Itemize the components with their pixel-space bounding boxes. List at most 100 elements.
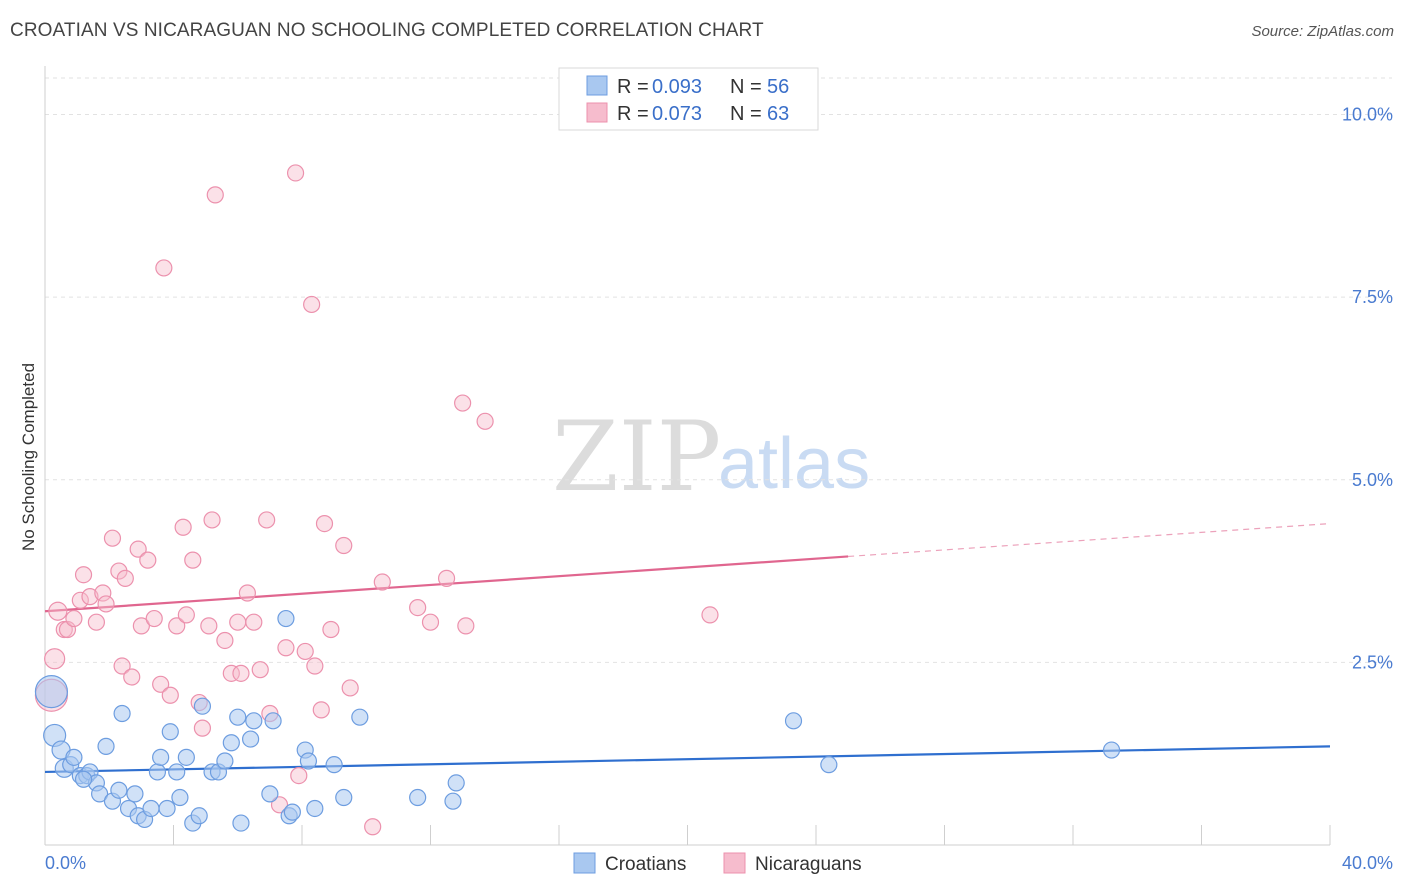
legend-n-label-nicaraguans: N =: [730, 103, 762, 125]
stats-legend: R = 0.093 N = 56 R = 0.073 N = 63: [558, 67, 819, 131]
point-nicaraguans: [58, 620, 77, 639]
point-nicaraguans: [116, 569, 134, 587]
point-croatians: [409, 788, 427, 807]
y-tick-labels: 2.5% 5.0% 7.5% 10.0%: [1342, 105, 1393, 673]
point-croatians: [299, 752, 318, 770]
point-nicaraguans: [139, 551, 157, 569]
point-nicaraguans: [87, 613, 106, 631]
point-nicaraguans: [364, 818, 382, 836]
point-nicaraguans: [701, 606, 719, 624]
point-croatians: [161, 723, 179, 741]
point-nicaraguans: [193, 719, 212, 737]
trend-line-croatians: [44, 745, 1331, 774]
point-nicaraguans: [184, 551, 202, 569]
chart-title: CROATIAN VS NICARAGUAN NO SCHOOLING COMP…: [10, 20, 764, 41]
point-nicaraguans: [286, 164, 305, 182]
point-croatians: [126, 785, 144, 803]
point-croatians: [190, 807, 208, 825]
point-nicaraguans: [258, 511, 276, 529]
series-swatch-nicaraguans: [723, 852, 746, 874]
y-tick-label: 2.5%: [1352, 652, 1393, 672]
point-nicaraguans: [315, 514, 334, 533]
point-croatians: [264, 712, 282, 730]
point-croatians: [306, 799, 324, 818]
point-nicaraguans: [303, 295, 321, 314]
watermark-zip: ZIP: [552, 401, 721, 513]
point-nicaraguans: [409, 598, 427, 617]
point-nicaraguans: [270, 796, 289, 814]
point-nicaraguans: [103, 529, 122, 547]
point-nicaraguans: [113, 657, 131, 675]
point-nicaraguans: [437, 569, 456, 587]
point-croatians: [261, 785, 279, 803]
y-tick-label: 5.0%: [1352, 470, 1393, 490]
point-nicaraguans: [161, 686, 179, 704]
point-nicaraguans: [222, 664, 240, 682]
point-croatians: [245, 712, 263, 730]
point-nicaraguans: [174, 518, 192, 536]
series-swatch-croatians: [573, 852, 596, 874]
point-nicaraguans: [145, 609, 163, 628]
point-croatians: [277, 609, 295, 628]
point-nicaraguans: [44, 648, 66, 670]
point-nicaraguans: [200, 617, 218, 635]
point-croatians: [152, 748, 170, 766]
point-nicaraguans: [335, 536, 353, 555]
point-croatians: [444, 792, 462, 810]
point-croatians: [34, 674, 69, 709]
data-points: [34, 164, 1121, 836]
series-label-croatians: Croatians: [605, 854, 686, 875]
x-tick-labels: 0.0% 40.0%: [45, 853, 1393, 873]
y-tick-label: 10.0%: [1342, 105, 1393, 125]
legend-swatch-croatians: [586, 75, 608, 96]
legend-r-label-nicaraguans: R =: [617, 103, 649, 125]
legend-r-value-croatians: 0.093: [652, 76, 702, 98]
point-croatians: [447, 774, 465, 792]
point-nicaraguans: [216, 631, 234, 650]
legend-n-label-croatians: N =: [730, 76, 762, 98]
point-nicaraguans: [48, 601, 68, 621]
point-nicaraguans: [229, 613, 247, 631]
grid-lines: [45, 77, 1392, 663]
source-credit: Source: ZipAtlas.com: [1251, 23, 1394, 40]
legend-r-value-nicaraguans: 0.073: [652, 103, 702, 125]
point-nicaraguans: [341, 679, 359, 697]
watermark-atlas: atlas: [718, 424, 870, 504]
axes: [44, 66, 1331, 846]
point-nicaraguans: [203, 511, 221, 529]
point-croatians: [335, 788, 353, 807]
legend-n-value-croatians: 56: [767, 76, 789, 98]
point-nicaraguans: [322, 620, 340, 639]
point-croatians: [74, 770, 93, 788]
point-nicaraguans: [296, 642, 314, 661]
legend-n-value-nicaraguans: 63: [767, 103, 789, 125]
point-nicaraguans: [306, 657, 324, 675]
point-nicaraguans: [290, 767, 308, 785]
trend-lines: [44, 522, 1331, 774]
point-croatians: [97, 737, 115, 755]
point-nicaraguans: [177, 606, 195, 624]
point-croatians: [1102, 741, 1121, 759]
point-croatians: [148, 763, 167, 781]
point-nicaraguans: [206, 186, 224, 204]
point-nicaraguans: [476, 412, 494, 430]
point-nicaraguans: [152, 675, 170, 693]
watermark: ZIP atlas: [552, 401, 870, 513]
point-nicaraguans: [232, 664, 250, 682]
point-croatians: [216, 752, 234, 770]
point-nicaraguans: [155, 259, 173, 277]
point-nicaraguans: [245, 613, 263, 631]
point-nicaraguans: [123, 668, 141, 686]
series-legend: Croatians Nicaraguans: [573, 852, 862, 875]
point-croatians: [168, 763, 186, 781]
y-tick-label: 7.5%: [1352, 287, 1393, 307]
point-croatians: [142, 799, 160, 818]
point-nicaraguans: [129, 540, 147, 558]
point-croatians: [325, 756, 343, 774]
point-nicaraguans: [65, 609, 83, 628]
point-nicaraguans: [81, 588, 99, 606]
point-nicaraguans: [421, 613, 440, 631]
point-croatians: [232, 814, 250, 832]
point-croatians: [171, 788, 189, 807]
